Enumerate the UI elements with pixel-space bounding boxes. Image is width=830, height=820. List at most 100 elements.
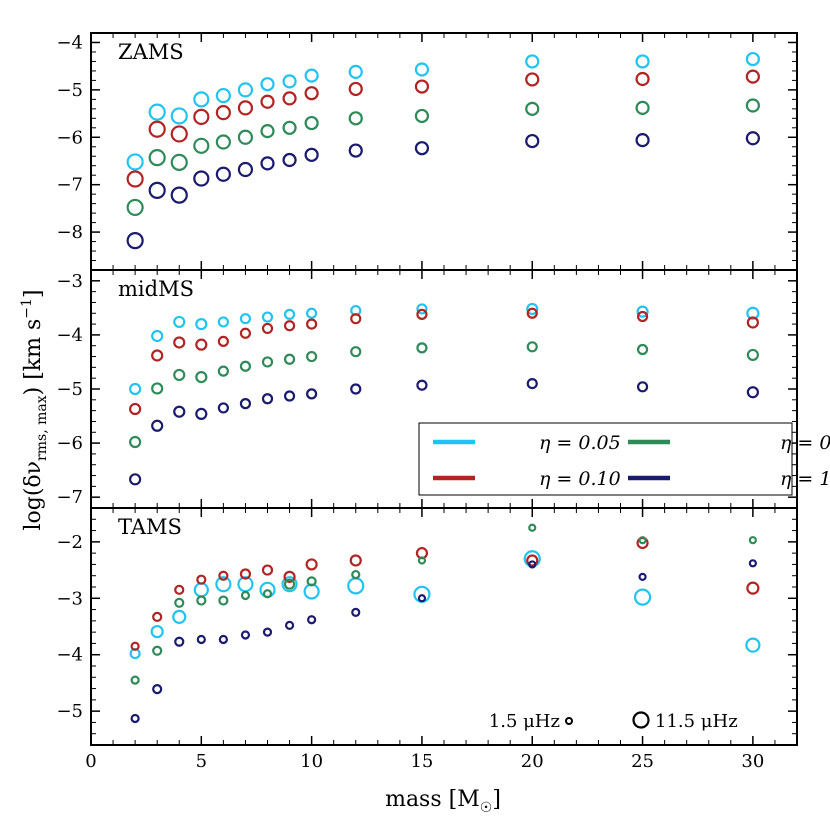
data-point xyxy=(196,634,206,645)
data-point xyxy=(172,609,187,625)
data-point xyxy=(417,556,427,565)
data-point xyxy=(525,54,540,69)
data-point xyxy=(283,570,296,583)
data-point xyxy=(261,564,274,576)
data-point xyxy=(745,131,760,146)
legend-label: η = 0.05 xyxy=(539,432,621,454)
data-point xyxy=(260,124,275,139)
y-tick-label: −3 xyxy=(56,271,83,292)
data-point xyxy=(260,94,275,109)
data-point xyxy=(283,308,296,320)
data-point xyxy=(306,388,318,400)
data-point xyxy=(282,120,297,135)
x-axis-title: mass [M☉] xyxy=(385,787,501,816)
data-point xyxy=(173,336,186,349)
panel-frame xyxy=(90,507,798,746)
data-point xyxy=(174,636,185,647)
data-point xyxy=(525,133,540,149)
data-point xyxy=(746,316,759,329)
data-point xyxy=(126,232,144,250)
data-point xyxy=(170,125,188,143)
data-point xyxy=(262,589,273,599)
data-point xyxy=(636,381,649,393)
data-point xyxy=(636,310,649,323)
data-point xyxy=(349,554,362,567)
data-point xyxy=(635,71,650,87)
data-point xyxy=(748,536,757,545)
data-point xyxy=(174,584,185,595)
data-point xyxy=(414,79,430,94)
data-point xyxy=(129,382,142,396)
panel-label: ZAMS xyxy=(118,40,184,64)
data-point xyxy=(303,583,320,600)
data-point xyxy=(306,318,318,330)
data-point xyxy=(217,316,229,328)
data-point xyxy=(130,675,140,685)
data-point xyxy=(416,308,428,320)
data-point xyxy=(351,607,361,617)
data-point xyxy=(528,523,537,532)
data-point xyxy=(217,335,229,347)
data-point xyxy=(126,153,144,171)
legend-label: η = 1.00 xyxy=(780,468,830,490)
data-point xyxy=(193,91,210,108)
data-point xyxy=(306,307,318,319)
data-point xyxy=(635,133,650,148)
y-tick-label: −6 xyxy=(56,127,83,148)
data-point xyxy=(193,582,209,598)
data-point xyxy=(283,578,296,590)
data-point xyxy=(633,588,652,606)
y-tick-label: −2 xyxy=(56,532,83,553)
data-point xyxy=(307,615,317,625)
data-point xyxy=(196,574,207,585)
data-point xyxy=(129,402,142,416)
data-point xyxy=(746,581,760,595)
data-point xyxy=(525,101,540,116)
data-point xyxy=(746,386,759,399)
data-point xyxy=(528,560,537,569)
data-point xyxy=(348,64,363,79)
data-point xyxy=(148,149,166,167)
data-point xyxy=(283,320,296,332)
data-point xyxy=(304,147,319,162)
data-point xyxy=(748,559,757,568)
data-point xyxy=(304,115,319,131)
data-point xyxy=(215,87,231,104)
data-point xyxy=(170,186,188,204)
data-point xyxy=(215,166,231,182)
y-tick-label: −4 xyxy=(56,645,83,666)
data-point xyxy=(635,54,650,69)
data-point xyxy=(305,558,318,571)
data-point xyxy=(260,77,275,92)
data-point xyxy=(636,305,649,318)
data-point xyxy=(237,82,254,98)
x-tick-label: 15 xyxy=(410,751,433,772)
data-point xyxy=(126,170,144,188)
data-point xyxy=(151,349,164,362)
data-point xyxy=(195,407,208,420)
data-point xyxy=(152,611,163,623)
data-point xyxy=(193,170,210,187)
size-legend-large-marker xyxy=(632,711,650,729)
data-point xyxy=(129,473,142,486)
size-legend: 1.5 μHz 11.5 μHz xyxy=(489,711,738,732)
data-point xyxy=(261,322,274,335)
data-point xyxy=(351,569,361,580)
legend: η = 0.05 η = 0.10 η = 0.30 η = 1.00 xyxy=(418,422,830,496)
data-point xyxy=(414,108,430,124)
data-point xyxy=(195,371,208,384)
data-point xyxy=(130,641,140,651)
data-point xyxy=(237,129,254,145)
size-legend-large-label: 11.5 μHz xyxy=(655,711,738,732)
data-point xyxy=(173,405,186,418)
y-tick-label: −7 xyxy=(56,487,83,508)
data-point xyxy=(218,570,229,581)
data-point xyxy=(414,62,430,77)
data-point xyxy=(261,311,274,323)
y-axis-title: log(δνrms, max) [km s−1] xyxy=(19,289,50,530)
data-point xyxy=(151,382,164,395)
size-legend-small-label: 1.5 μHz xyxy=(489,711,560,732)
data-point xyxy=(237,100,254,116)
legend-label: η = 0.10 xyxy=(539,468,621,490)
data-point xyxy=(350,313,362,325)
